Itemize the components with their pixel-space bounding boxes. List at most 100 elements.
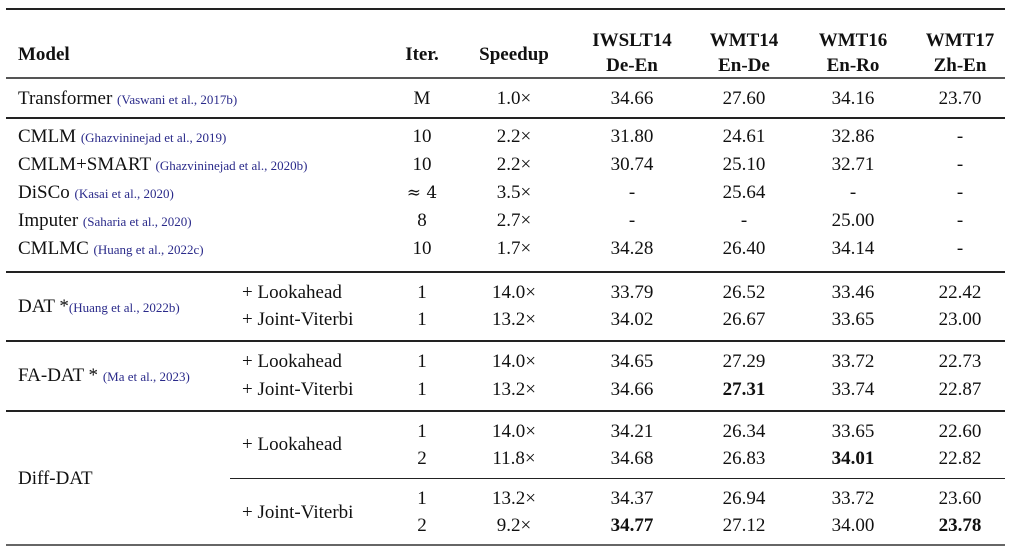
score-cell: 26.40 [722, 238, 766, 259]
iter-value: M [413, 88, 431, 109]
score-cell: - [956, 126, 964, 147]
score-cell: - [849, 182, 857, 203]
iter-value: ≈ 4 [406, 183, 438, 203]
citation-link[interactable]: (Ghazvininejad et al., 2020b) [155, 158, 308, 173]
header-wmt16: WMT16 [818, 30, 888, 51]
header-iter: Iter. [405, 44, 439, 65]
score-cell-best: 34.01 [831, 448, 875, 469]
score-cell: 25.64 [722, 182, 766, 203]
score-cell: 33.65 [831, 309, 875, 330]
speedup-value: 13.2× [492, 379, 536, 400]
score-cell: 33.74 [831, 379, 875, 400]
header-wmt17: WMT17 [925, 30, 995, 51]
iter-value: 10 [412, 238, 432, 259]
score-cell: 33.46 [831, 282, 875, 303]
speedup-value: 14.0× [492, 282, 536, 303]
model-name: CMLMC [18, 238, 89, 259]
citation-link[interactable]: (Huang et al., 2022c) [93, 242, 204, 257]
header-wmt14: WMT14 [709, 30, 779, 51]
score-cell-best: 27.31 [722, 379, 766, 400]
score-cell: 24.61 [722, 126, 766, 147]
score-cell: - [956, 182, 964, 203]
model-name: CMLM+SMART [18, 154, 151, 175]
score-cell-best: 23.78 [938, 515, 982, 536]
score-cell: 32.86 [831, 126, 875, 147]
score-cell: 22.73 [938, 351, 982, 372]
iter-value: 8 [417, 210, 427, 231]
iter-value: 1 [417, 379, 427, 400]
speedup-value: 13.2× [492, 309, 536, 330]
score-cell: 30.74 [610, 154, 654, 175]
score-cell: 22.82 [938, 448, 982, 469]
score-cell: 32.71 [831, 154, 875, 175]
score-cell: 31.80 [610, 126, 654, 147]
score-cell: 33.72 [831, 351, 875, 372]
score-cell: - [628, 182, 636, 203]
score-cell: 25.00 [831, 210, 875, 231]
fadat-model: FA-DAT * (Ma et al., 2023) [18, 365, 190, 388]
score-cell: 27.29 [722, 351, 766, 372]
score-cell: 34.16 [831, 88, 875, 109]
dat-rule [6, 340, 1005, 342]
iterative-rule [6, 271, 1005, 273]
score-cell: 34.68 [610, 448, 654, 469]
citation-link[interactable]: (Vaswani et al., 2017b) [117, 92, 238, 107]
score-cell: 22.42 [938, 282, 982, 303]
score-cell: 34.66 [610, 379, 654, 400]
score-cell: 26.83 [722, 448, 766, 469]
speedup-value: 2.2× [496, 126, 532, 147]
decode-method: + Lookahead [242, 282, 342, 303]
score-cell: 33.65 [831, 421, 875, 442]
speedup-value: 1.0× [496, 88, 532, 109]
iter-value: 1 [417, 421, 427, 442]
decode-method: + Joint-Viterbi [242, 379, 354, 400]
header-speedup: Speedup [479, 44, 549, 65]
score-cell: 22.60 [938, 421, 982, 442]
iter-value: 2 [417, 515, 427, 536]
speedup-value: 3.5× [496, 182, 532, 203]
citation-link[interactable]: (Ma et al., 2023) [102, 369, 190, 384]
speedup-value: 2.7× [496, 210, 532, 231]
row-transformer-model: Transformer (Vaswani et al., 2017b) [18, 88, 237, 111]
score-cell: 34.14 [831, 238, 875, 259]
citation-link[interactable]: (Saharia et al., 2020) [82, 214, 192, 229]
score-cell-best: 34.77 [610, 515, 654, 536]
header-wmt16-pair: En-Ro [826, 55, 880, 76]
score-cell: 33.79 [610, 282, 654, 303]
score-cell: 23.60 [938, 488, 982, 509]
diffdat-subrule [230, 478, 1005, 479]
header-iwslt14: IWSLT14 [592, 30, 672, 51]
score-cell: 23.70 [938, 88, 982, 109]
transformer-rule [6, 117, 1005, 119]
score-cell: 26.52 [722, 282, 766, 303]
citation-link[interactable]: (Kasai et al., 2020) [74, 186, 174, 201]
score-cell: 22.87 [938, 379, 982, 400]
score-cell: - [956, 210, 964, 231]
score-cell: 26.94 [722, 488, 766, 509]
score-cell: 23.00 [938, 309, 982, 330]
score-cell: 27.12 [722, 515, 766, 536]
score-cell: - [628, 210, 636, 231]
model-name: FA-DAT * [18, 365, 99, 386]
score-cell: 34.28 [610, 238, 654, 259]
score-cell: 27.60 [722, 88, 766, 109]
speedup-value: 14.0× [492, 351, 536, 372]
citation-link[interactable]: (Huang et al., 2022b) [68, 300, 180, 315]
iter-value: 1 [417, 309, 427, 330]
top-rule [6, 8, 1005, 10]
score-cell: 26.34 [722, 421, 766, 442]
score-cell: 26.67 [722, 309, 766, 330]
decode-method: + Lookahead [242, 351, 342, 372]
decode-method: + Joint-Viterbi [242, 502, 354, 523]
score-cell: - [956, 238, 964, 259]
score-cell: 34.66 [610, 88, 654, 109]
header-iwslt14-pair: De-En [606, 55, 658, 76]
citation-link[interactable]: (Ghazvininejad et al., 2019) [80, 130, 227, 145]
speedup-value: 13.2× [492, 488, 536, 509]
speedup-value: 1.7× [496, 238, 532, 259]
iter-value: 10 [412, 126, 432, 147]
diffdat-model: Diff-DAT [18, 468, 93, 489]
iter-value: 1 [417, 282, 427, 303]
score-cell: 33.72 [831, 488, 875, 509]
score-cell: - [740, 210, 748, 231]
